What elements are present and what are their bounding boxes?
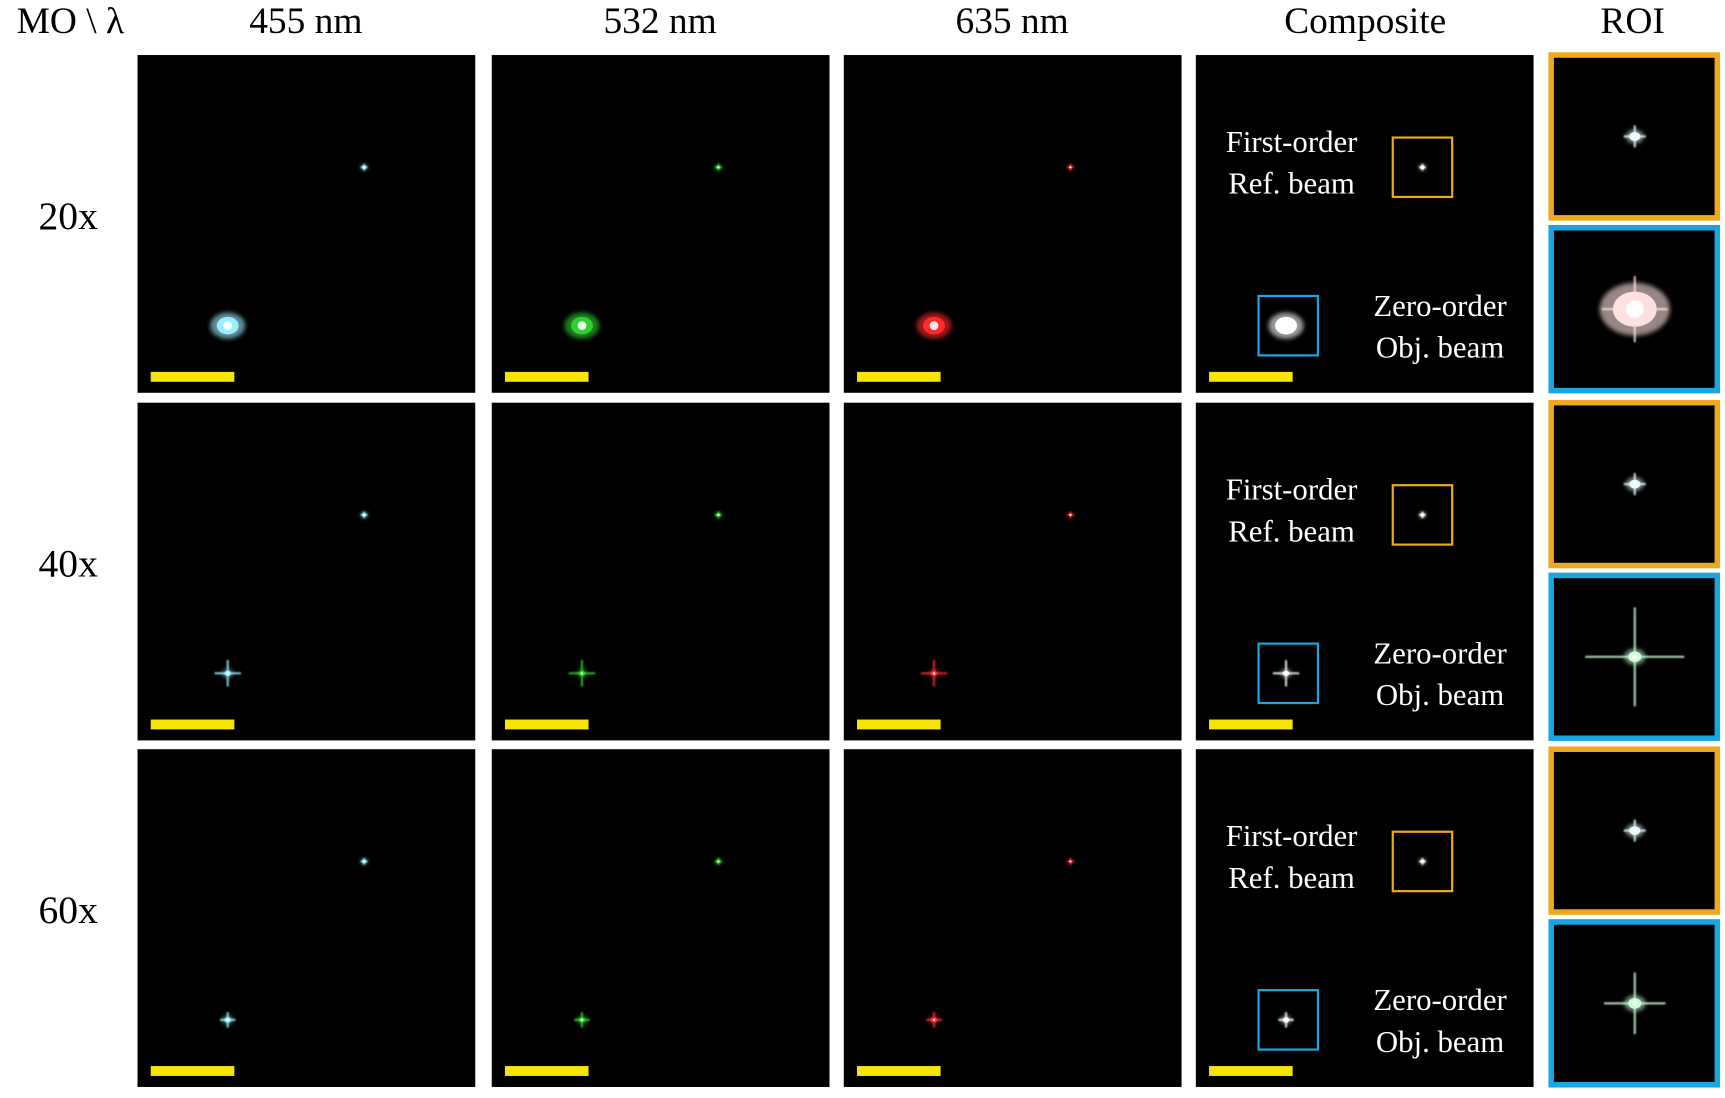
image-panel	[491, 55, 830, 393]
image-panel	[137, 402, 476, 741]
roi-panel	[1548, 399, 1721, 741]
panel-bg	[491, 749, 830, 1087]
obj-label: Zero-order	[1373, 983, 1506, 1017]
spot-center	[223, 321, 233, 331]
spot-center	[1632, 1000, 1638, 1006]
spot-center	[577, 321, 587, 331]
row-label: 60x	[39, 888, 99, 932]
panel-bg	[137, 402, 476, 741]
obj-roi-box	[1257, 989, 1320, 1051]
spot-center	[1069, 860, 1072, 863]
obj-roi-box	[1257, 642, 1320, 705]
column-header: 455 nm	[249, 1, 362, 42]
scale-bar	[504, 1066, 589, 1076]
spot-center	[363, 860, 366, 863]
spot-center	[932, 671, 936, 675]
ref-roi-box	[1391, 136, 1454, 199]
roi-panel	[1548, 52, 1721, 394]
spot-center	[1069, 513, 1072, 516]
scale-bar	[1209, 371, 1293, 382]
spot-center	[929, 321, 939, 331]
panel-bg	[491, 402, 830, 741]
spot-center	[932, 1018, 936, 1022]
spot-center	[1284, 1018, 1288, 1022]
panel-bg	[1195, 749, 1534, 1087]
panel-bg	[1195, 55, 1534, 393]
obj-label: Zero-order	[1373, 289, 1506, 323]
obj-label: Obj. beam	[1376, 331, 1504, 365]
spot-center	[363, 513, 366, 516]
panel-bg	[843, 402, 1182, 741]
panel-bg	[137, 749, 476, 1087]
spot-center	[717, 513, 720, 516]
image-panel	[843, 749, 1182, 1087]
ref-label: Ref. beam	[1228, 861, 1355, 895]
column-header: Composite	[1284, 1, 1446, 42]
scale-bar	[856, 1066, 941, 1076]
spot-center	[1281, 321, 1291, 331]
scale-bar	[504, 719, 589, 730]
column-header: 635 nm	[956, 1, 1069, 42]
column-header: 532 nm	[603, 1, 716, 42]
spot-center	[226, 1018, 230, 1022]
panel-bg	[843, 749, 1182, 1087]
obj-roi-box	[1257, 294, 1320, 357]
panel-bg	[1195, 402, 1534, 741]
spot-center	[1421, 166, 1424, 169]
spot-center	[1069, 166, 1072, 169]
image-panel	[843, 55, 1182, 393]
image-panel	[491, 402, 830, 741]
image-panel: First-order Ref. beam Zero-order Obj. beam	[1195, 55, 1534, 393]
image-panel: First-order Ref. beam Zero-order Obj. beam	[1195, 402, 1534, 741]
spot-center	[1284, 671, 1288, 675]
spot-center	[226, 671, 230, 675]
ref-label: Ref. beam	[1228, 514, 1355, 548]
roi-panel	[1548, 746, 1721, 1088]
image-panel: First-order Ref. beam Zero-order Obj. beam	[1195, 749, 1534, 1087]
ref-label: First-order	[1226, 819, 1358, 853]
spot-center	[1632, 134, 1637, 139]
spot-center	[1421, 513, 1424, 516]
spot-center	[717, 860, 720, 863]
image-panel	[137, 55, 476, 393]
column-header: ROI	[1600, 1, 1664, 42]
ref-roi-box	[1391, 484, 1454, 546]
obj-label: Zero-order	[1373, 636, 1506, 670]
scale-bar	[856, 371, 941, 382]
obj-label: Obj. beam	[1376, 1025, 1504, 1059]
row-label: 40x	[39, 542, 99, 586]
image-panel	[137, 749, 476, 1087]
scale-bar	[150, 719, 235, 730]
panel-bg	[137, 55, 476, 393]
spot-center	[717, 166, 720, 169]
spot-center	[580, 671, 584, 675]
scale-bar	[856, 719, 941, 730]
image-panel	[843, 402, 1182, 741]
spot-center	[1632, 654, 1638, 660]
spot-center	[1625, 300, 1644, 318]
spot-center	[363, 166, 366, 169]
spot-center	[1632, 828, 1637, 833]
scale-bar	[1209, 1066, 1293, 1076]
ref-label: Ref. beam	[1228, 167, 1355, 201]
image-panel	[491, 749, 830, 1087]
row-label: 20x	[39, 194, 99, 238]
panel-bg	[491, 55, 830, 393]
spot-center	[580, 1018, 584, 1022]
panel-bg	[843, 55, 1182, 393]
ref-label: First-order	[1226, 472, 1358, 506]
obj-label: Obj. beam	[1376, 678, 1504, 712]
corner-label: MO \ λ	[17, 1, 124, 42]
scale-bar	[150, 371, 235, 382]
ref-label: First-order	[1226, 125, 1358, 159]
spot-center	[1632, 481, 1637, 487]
ref-roi-box	[1391, 830, 1454, 893]
scale-bar	[1209, 719, 1293, 730]
scale-bar	[504, 371, 589, 382]
scale-bar	[150, 1066, 235, 1076]
spot-center	[1421, 860, 1424, 863]
